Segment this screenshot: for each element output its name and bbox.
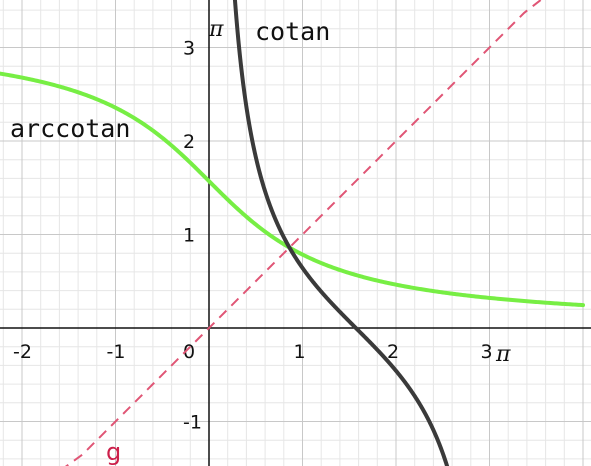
y-tick-label: 3 bbox=[183, 38, 195, 60]
y-tick-label: 2 bbox=[183, 131, 195, 153]
x-tick-label: 1 bbox=[294, 341, 306, 363]
x-axis-pi-label: π bbox=[495, 342, 511, 367]
x-tick-label: -1 bbox=[107, 341, 126, 363]
y-axis-pi-label: π bbox=[208, 17, 224, 42]
cotan-label: cotan bbox=[255, 17, 330, 46]
tick-labels: -2 -1 1 2 3 -1 1 2 3 0 bbox=[13, 38, 493, 434]
y-tick-label: 1 bbox=[183, 225, 195, 247]
x-tick-label: -2 bbox=[13, 341, 32, 363]
g-label: g bbox=[106, 438, 121, 466]
arccotan-curve bbox=[0, 71, 585, 308]
cotan-curve bbox=[232, 0, 450, 466]
y-tick-label: -1 bbox=[183, 412, 202, 434]
x-tick-label: 3 bbox=[481, 341, 493, 363]
arccotan-label: arccotan bbox=[10, 114, 130, 143]
origin-label: 0 bbox=[183, 341, 195, 363]
x-tick-label: 2 bbox=[387, 341, 399, 363]
